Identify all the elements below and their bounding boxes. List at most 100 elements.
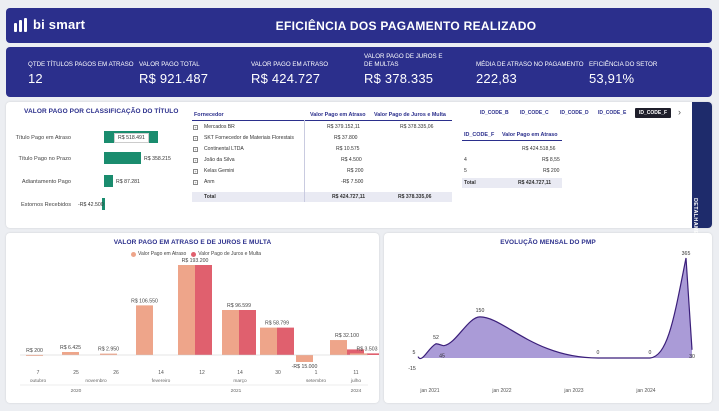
chevron-right-icon[interactable]: › (678, 107, 681, 117)
kpi-label: MÉDIA DE ATRASO NO PAGAMENTO (476, 60, 584, 68)
bar-atraso[interactable] (296, 355, 313, 362)
bar-atraso[interactable] (62, 352, 79, 355)
col-header-juros[interactable]: Valor Pago de Juros e Multa (374, 112, 446, 118)
bar-chart: R$ 200 R$ 6.425 R$ 2.950 R$ 106.550 R$ 193.2… (20, 258, 379, 394)
expand-icon[interactable]: + (193, 147, 198, 152)
table-row[interactable]: 4 R$ 8,55 (462, 157, 562, 166)
total-juros: R$ 378.335,06 (398, 194, 432, 200)
table-row[interactable]: 5 R$ 200 (462, 168, 562, 177)
area-data-label: 365 (682, 251, 691, 257)
detalhamento-button[interactable]: DETALHAMENTO (692, 102, 712, 247)
cell-value: R$ 424.518,56 (522, 146, 556, 152)
col-header-atraso[interactable]: Valor Pago em Atraso (310, 112, 366, 118)
area-line (417, 257, 693, 359)
x-tick-label: jan 2023 (563, 388, 583, 394)
bar-juros[interactable] (347, 349, 364, 355)
bar-juros[interactable] (195, 265, 212, 355)
tab-id-code-f[interactable]: ID_CODE_F (635, 108, 672, 118)
bar-atraso[interactable] (222, 310, 239, 355)
bar-atraso[interactable] (330, 340, 347, 355)
expand-icon[interactable]: + (193, 180, 198, 185)
header-divider (192, 120, 452, 121)
classification-title: VALOR PAGO POR CLASSIFICAÇÃO DO TÍTULO (24, 108, 179, 115)
page-title: EFICIÊNCIA DOS PAGAMENTO REALIZADO (275, 19, 537, 33)
bar-atraso[interactable] (260, 327, 277, 355)
expand-icon[interactable]: + (193, 125, 198, 130)
cell-atraso: R$ 37.800 (334, 135, 358, 141)
logo: bi smart (14, 17, 85, 32)
tab-id-code-c[interactable]: ID_CODE_C (520, 110, 549, 116)
col-header-fornecedor[interactable]: Fornecedor (194, 112, 224, 118)
bar-juros[interactable] (277, 327, 294, 355)
x-month-label: outubro (30, 378, 47, 384)
hbar-bar[interactable] (104, 152, 141, 164)
bar-atraso[interactable] (100, 353, 117, 355)
total-label: Total (204, 194, 216, 200)
cell-atraso: R$ 10.575 (336, 146, 360, 152)
x-tick-label: jan 2024 (635, 388, 655, 394)
x-tick-label: 26 (113, 370, 119, 376)
x-tick-label: 25 (73, 370, 79, 376)
bar-atraso[interactable] (178, 265, 195, 355)
kpi-label: QTDE TÍTULOS PAGOS EM ATRASO (28, 60, 134, 68)
table-row[interactable]: R$ 424.518,56 (462, 146, 562, 155)
area-data-label: 30 (689, 354, 695, 360)
x-year-label: 2024 (351, 388, 362, 394)
col-header-id-code[interactable]: ID_CODE_F (464, 132, 495, 138)
x-tick-label: 30 (275, 370, 281, 376)
hbar-label: Adiantamento Pago (21, 179, 71, 185)
bar-juros[interactable] (239, 310, 256, 355)
hbar-label: Título Pago no Prazo (18, 156, 71, 162)
tab-id-code-e[interactable]: ID_CODE_E (598, 110, 627, 116)
table-total-row: Total R$ 424.727,11 R$ 378.335,06 (192, 192, 452, 202)
col-header-valor[interactable]: Valor Pago em Atraso (502, 132, 558, 138)
x-tick-label: 12 (199, 370, 205, 376)
bar-atraso[interactable] (350, 353, 367, 355)
kpi-value: 222,83 (476, 71, 517, 86)
area-chart: 5 -15 52 45 150 0 0 365 30 jan 2021 jan 2022 jan 20… (408, 251, 695, 394)
kpi-value: R$ 921.487 (139, 71, 209, 86)
area-data-label: 52 (433, 335, 439, 341)
cell-atraso: R$ 379.152,11 (327, 124, 361, 130)
expand-icon[interactable]: + (193, 136, 198, 141)
kpi-label: VALOR PAGO DE JUROS E DE MULTAS (364, 53, 443, 68)
hbar-value: -R$ 42.500 (78, 202, 104, 208)
area-data-label: 45 (439, 354, 445, 360)
cell-fornecedor: João da Silva (204, 157, 235, 163)
kpi-valor-atraso: VALOR PAGO EM ATRASO R$ 424.727 (251, 53, 361, 87)
hbar-label: Título Pago em Atraso (15, 135, 71, 141)
x-tick-label: 14 (237, 370, 243, 376)
hbar-bar[interactable] (102, 198, 105, 210)
cell-value: R$ 8,55 (542, 157, 560, 163)
x-tick-label: 11 (353, 370, 358, 376)
header-bar: bi smart EFICIÊNCIA DOS PAGAMENTO REALIZ… (6, 8, 712, 43)
kpi-value: R$ 424.727 (251, 71, 321, 86)
bar-chart-title: VALOR PAGO EM ATRASO E DE JUROS E MULTA (113, 239, 272, 246)
kpi-value: 12 (28, 71, 43, 86)
x-tick-label: jan 2021 (419, 388, 439, 394)
bar-chart-legend: Valor Pago em Atraso Valor Pago de Juros… (131, 251, 261, 257)
logo-text: bi smart (33, 17, 86, 32)
hbar-value: R$ 87.281 (116, 179, 140, 185)
bar-juros[interactable] (367, 353, 379, 355)
cell-fornecedor: Anm (204, 179, 215, 185)
hbar-label: Estornos Recebidos (20, 202, 71, 208)
kpi-media-atraso: MÉDIA DE ATRASO NO PAGAMENTO 222,83 (476, 53, 586, 87)
kpi-juros-multas: VALOR PAGO DE JUROS E DE MULTAS R$ 378.3… (364, 53, 452, 86)
kpi-label: VALOR PAGO EM ATRASO (251, 60, 329, 68)
expand-icon[interactable]: + (193, 169, 198, 174)
tab-id-code-d[interactable]: ID_CODE_D (560, 110, 589, 116)
area-data-label: 0 (649, 350, 652, 356)
tab-id-code-b[interactable]: ID_CODE_B (480, 110, 509, 116)
area-data-label: -15 (408, 366, 416, 372)
total-atraso: R$ 424.727,11 (332, 194, 366, 200)
bar-atraso[interactable] (136, 305, 153, 355)
bar-data-label: R$ 32.100 (335, 333, 359, 339)
cell-fornecedor: Mercados BR (204, 124, 235, 130)
expand-icon[interactable]: + (193, 158, 198, 163)
x-month-label: março (233, 378, 247, 384)
hbar-bar[interactable] (104, 175, 113, 187)
bar-atraso[interactable] (26, 354, 43, 356)
cell-value: R$ 200 (543, 168, 560, 174)
cell-atraso: -R$ 7.500 (341, 179, 364, 185)
